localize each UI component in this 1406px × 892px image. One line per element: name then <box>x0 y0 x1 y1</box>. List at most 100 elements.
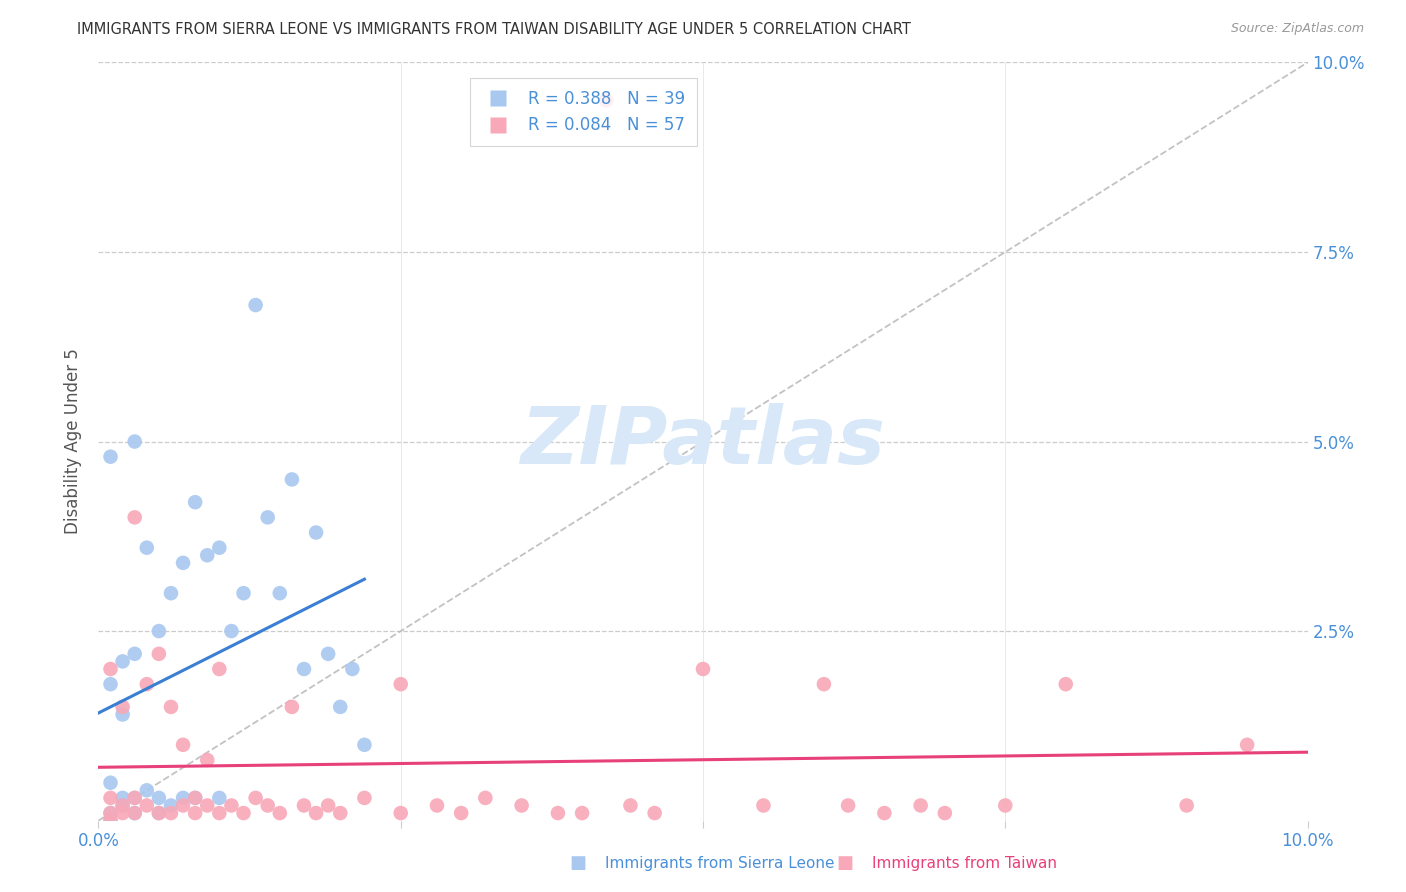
Point <box>329 806 352 821</box>
Point <box>184 806 207 821</box>
Point <box>692 662 714 676</box>
Point <box>135 798 157 813</box>
Point <box>426 798 449 813</box>
Point <box>135 541 157 555</box>
Point <box>510 798 533 813</box>
Point <box>281 699 304 714</box>
Point <box>910 798 932 813</box>
Point <box>353 738 375 752</box>
Point <box>111 798 134 813</box>
Point <box>644 806 666 821</box>
Point <box>160 798 183 813</box>
Point <box>160 699 183 714</box>
Point <box>221 624 243 639</box>
Point <box>1054 677 1077 691</box>
Point <box>184 495 207 509</box>
Text: Source: ZipAtlas.com: Source: ZipAtlas.com <box>1230 22 1364 36</box>
Point <box>148 791 170 805</box>
Point <box>111 699 134 714</box>
Text: ■: ■ <box>569 855 586 872</box>
Point <box>208 662 231 676</box>
Point <box>873 806 896 821</box>
Point <box>148 624 170 639</box>
Point <box>547 806 569 821</box>
Point <box>1175 798 1198 813</box>
Point <box>135 783 157 797</box>
Point <box>195 798 218 813</box>
Point <box>124 647 146 661</box>
Point <box>100 806 122 821</box>
Point <box>450 806 472 821</box>
Point <box>111 791 134 805</box>
Point <box>111 707 134 722</box>
Point <box>232 806 254 821</box>
Point <box>160 806 183 821</box>
Point <box>124 806 146 821</box>
Point <box>148 806 170 821</box>
Point <box>124 434 146 449</box>
Point <box>208 791 231 805</box>
Point <box>195 548 218 563</box>
Text: IMMIGRANTS FROM SIERRA LEONE VS IMMIGRANTS FROM TAIWAN DISABILITY AGE UNDER 5 CO: IMMIGRANTS FROM SIERRA LEONE VS IMMIGRAN… <box>77 22 911 37</box>
Point <box>124 510 146 524</box>
Point <box>353 791 375 805</box>
Point <box>172 791 194 805</box>
Point <box>595 94 617 108</box>
Point <box>292 798 315 813</box>
Point <box>208 541 231 555</box>
Point <box>100 662 122 676</box>
Point <box>124 791 146 805</box>
Point <box>329 699 352 714</box>
Point <box>100 806 122 821</box>
Y-axis label: Disability Age Under 5: Disability Age Under 5 <box>65 349 83 534</box>
Point <box>1236 738 1258 752</box>
Point <box>389 677 412 691</box>
Point <box>124 806 146 821</box>
Point <box>342 662 364 676</box>
Point <box>172 556 194 570</box>
Text: ZIPatlas: ZIPatlas <box>520 402 886 481</box>
Point <box>111 806 134 821</box>
Point <box>256 798 278 813</box>
Point <box>316 647 339 661</box>
Point <box>172 798 194 813</box>
Point <box>934 806 956 821</box>
Point <box>221 798 243 813</box>
Point <box>100 450 122 464</box>
Point <box>813 677 835 691</box>
Point <box>752 798 775 813</box>
Text: Immigrants from Sierra Leone: Immigrants from Sierra Leone <box>605 856 834 871</box>
Point <box>100 814 122 828</box>
Point <box>124 791 146 805</box>
Point <box>571 806 593 821</box>
Point <box>474 791 496 805</box>
Point <box>195 753 218 767</box>
Point <box>305 806 328 821</box>
Point <box>269 586 291 600</box>
Point <box>111 798 134 813</box>
Point <box>292 662 315 676</box>
Point <box>100 814 122 828</box>
Point <box>208 806 231 821</box>
Text: Immigrants from Taiwan: Immigrants from Taiwan <box>872 856 1057 871</box>
Point <box>100 776 122 790</box>
Text: ■: ■ <box>837 855 853 872</box>
Legend: R = 0.388   N = 39, R = 0.084   N = 57: R = 0.388 N = 39, R = 0.084 N = 57 <box>470 78 696 146</box>
Point <box>269 806 291 821</box>
Point <box>281 473 304 487</box>
Point <box>184 791 207 805</box>
Point <box>148 806 170 821</box>
Point <box>172 738 194 752</box>
Point <box>619 798 641 813</box>
Point <box>100 677 122 691</box>
Point <box>245 298 267 312</box>
Point <box>305 525 328 540</box>
Point <box>232 586 254 600</box>
Point <box>135 677 157 691</box>
Point <box>148 647 170 661</box>
Point <box>245 791 267 805</box>
Point <box>160 586 183 600</box>
Point <box>100 791 122 805</box>
Point <box>837 798 859 813</box>
Point <box>256 510 278 524</box>
